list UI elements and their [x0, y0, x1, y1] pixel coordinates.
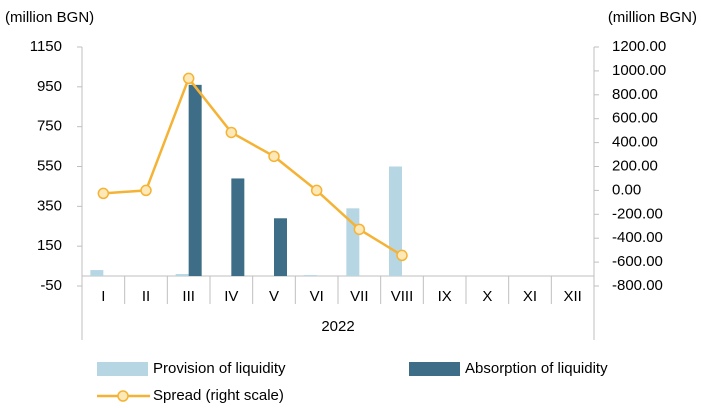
y-tick-label: 1150 [30, 38, 62, 55]
y2-tick-label: -800.00 [612, 277, 663, 294]
x-tick-label: IV [224, 288, 238, 305]
y2-tick-label: 400.00 [612, 134, 658, 151]
bar [231, 178, 245, 277]
point [268, 150, 280, 163]
y-tick-label: 550 [37, 157, 62, 174]
y2-tick-label: -400.00 [612, 229, 663, 246]
x-group-label: 2022 [321, 318, 354, 335]
bar [175, 274, 189, 277]
legend-swatch [409, 362, 460, 376]
legend-label: Provision of liquidity [153, 360, 286, 377]
legend-marker [117, 390, 129, 402]
y2-tick-label: -200.00 [612, 205, 663, 222]
y-tick-label: 750 [37, 118, 62, 135]
bar [188, 84, 202, 277]
point [140, 184, 152, 197]
y2-tick-label: 800.00 [612, 86, 658, 103]
y-axis-label: (million BGN) [5, 9, 94, 26]
x-tick-label: XI [523, 288, 537, 305]
point [225, 126, 238, 139]
legend-label: Spread (right scale) [153, 387, 284, 404]
line [103, 75, 403, 257]
y2-tick-label: 200.00 [612, 157, 658, 174]
x-tick-label: I [101, 288, 105, 305]
legend-swatch [97, 362, 148, 376]
x-tick-label: II [142, 288, 150, 305]
bar [274, 218, 287, 277]
x-tick-label: VIII [391, 288, 414, 305]
point [310, 184, 323, 197]
y2-tick-label: 1200.00 [612, 38, 666, 55]
x-tick-label: VII [350, 288, 368, 305]
y2-axis-label: (million BGN) [608, 9, 697, 26]
y-tick-label: 950 [37, 78, 62, 95]
x-tick-label: VI [310, 288, 324, 305]
y2-tick-label: 1000.00 [612, 62, 666, 79]
legend-label: Absorption of liquidity [465, 360, 608, 377]
point [182, 72, 195, 85]
point [396, 249, 408, 262]
x-tick-label: III [182, 288, 195, 305]
y-tick-label: 350 [37, 197, 62, 214]
point [97, 187, 110, 200]
point [353, 223, 366, 236]
y-tick-label: 150 [37, 237, 62, 254]
x-tick-label: IX [438, 288, 452, 305]
x-tick-label: V [269, 288, 279, 305]
y-tick-label: -50 [40, 277, 62, 294]
y2-tick-label: 0.00 [612, 181, 641, 198]
x-tick-label: X [482, 288, 492, 305]
x-tick-label: XII [563, 288, 581, 305]
bar [90, 270, 104, 277]
y2-tick-label: -600.00 [612, 253, 663, 270]
bar [303, 275, 317, 277]
y2-tick-label: 600.00 [612, 110, 658, 127]
